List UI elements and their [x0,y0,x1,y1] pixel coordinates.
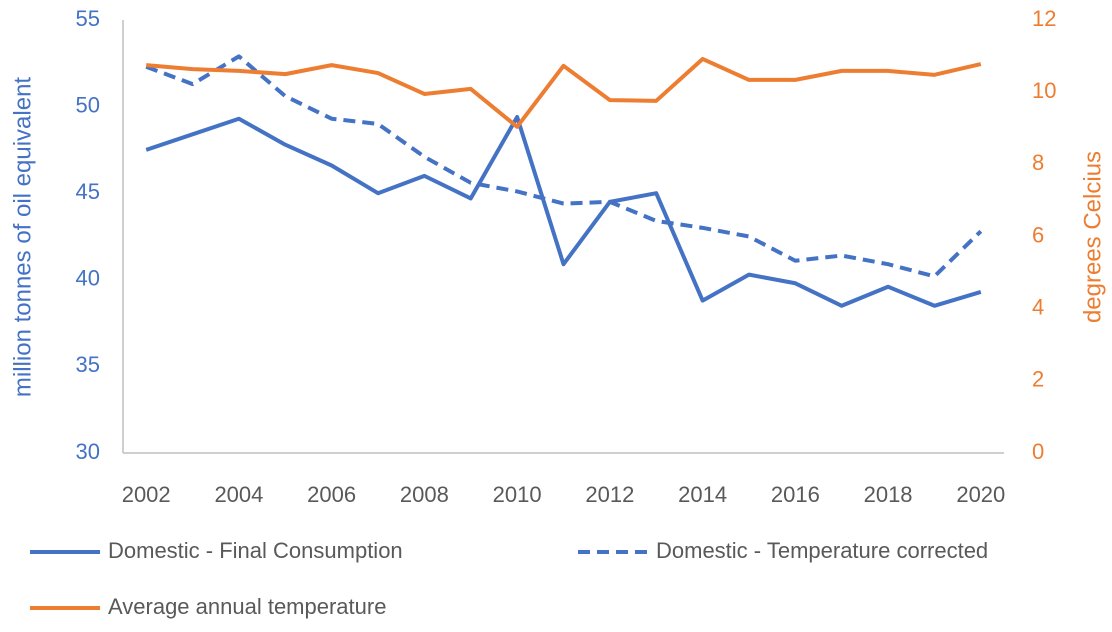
x-tick-label: 2006 [307,482,356,507]
legend-label: Domestic - Temperature corrected [656,538,988,563]
x-tick-label: 2002 [122,482,171,507]
legend-label: Domestic - Final Consumption [108,538,403,563]
y2-tick-label: 10 [1032,78,1056,103]
x-tick-label: 2014 [678,482,727,507]
legend-label: Average annual temperature [108,594,386,619]
x-tick-label: 2018 [864,482,913,507]
y-tick-label: 30 [76,439,100,464]
y2-tick-label: 2 [1032,367,1044,392]
x-tick-label: 2016 [771,482,820,507]
x-tick-label: 2010 [493,482,542,507]
x-tick-label: 2020 [956,482,1005,507]
y2-tick-label: 6 [1032,222,1044,247]
x-tick-label: 2004 [214,482,263,507]
y2-axis-title: degrees Celcius [1079,151,1106,323]
x-tick-label: 2012 [585,482,634,507]
y-axis-title: million tonnes of oil equivalent [9,77,36,398]
y2-tick-label: 12 [1032,6,1056,31]
series-line [146,56,982,129]
y2-tick-label: 0 [1032,439,1044,464]
y2-tick-label: 8 [1032,150,1044,175]
y-tick-label: 55 [76,6,100,31]
y-tick-label: 50 [76,92,100,117]
series-line [145,54,983,279]
series-line [145,114,982,308]
y-tick-label: 45 [76,179,100,204]
y-tick-label: 40 [76,266,100,291]
y2-tick-label: 4 [1032,294,1044,319]
x-tick-label: 2008 [400,482,449,507]
y-tick-label: 35 [76,352,100,377]
